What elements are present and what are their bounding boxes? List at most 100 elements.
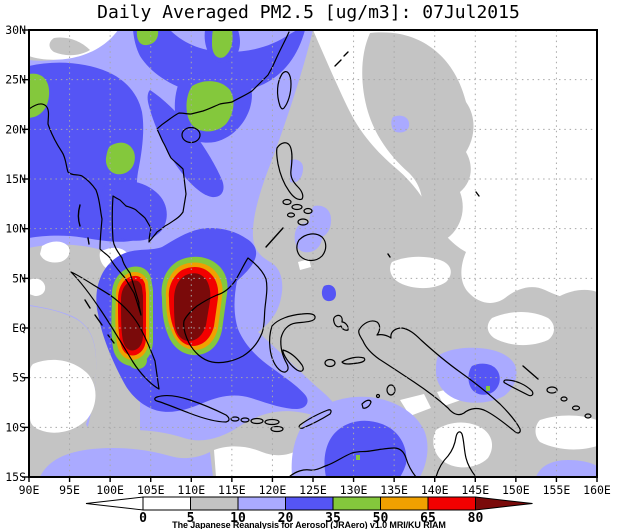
lon-tick-label: 95E bbox=[59, 483, 80, 497]
coastline-bougainville bbox=[546, 386, 558, 394]
lat-tick-label: 15N bbox=[5, 172, 26, 186]
lon-tick-label: 160E bbox=[583, 483, 611, 497]
coastline-new-britain bbox=[503, 379, 534, 397]
clean-region-coral-sea bbox=[487, 312, 554, 346]
coastline-sumatra bbox=[70, 271, 160, 390]
clean-patch-north-moluccas bbox=[390, 256, 451, 289]
colorbar-level-label: 10 bbox=[230, 511, 246, 526]
lon-tick-label: 100E bbox=[96, 483, 124, 497]
colorbar: 0 5 10 20 35 50 65 80 bbox=[85, 496, 533, 526]
coastline-sulawesi bbox=[269, 313, 316, 373]
coastline-mainland-asia bbox=[29, 31, 290, 316]
colorbar-level-label: 0 bbox=[139, 511, 147, 526]
blue-core-timor-sea bbox=[324, 420, 407, 477]
figure-title: Daily Averaged PM2.5 [ug/m3]: 07Jul2015 bbox=[97, 2, 520, 23]
blue-south-china-band bbox=[133, 30, 305, 95]
coastline-samar bbox=[291, 203, 303, 211]
clean-region-south-indonesia bbox=[214, 446, 300, 477]
colorbar-arrow-right bbox=[475, 496, 533, 511]
lon-tick-label: 140E bbox=[421, 483, 449, 497]
colorbar-segment bbox=[332, 496, 381, 511]
lon-tick-label: 135E bbox=[380, 483, 408, 497]
clean-region-southeast-corner bbox=[535, 415, 597, 450]
blue-philippines-east-bit bbox=[321, 284, 336, 302]
coastline-andaman bbox=[77, 204, 90, 245]
lat-tick-label: 15S bbox=[5, 470, 26, 484]
green-top-patch-1 bbox=[136, 30, 159, 46]
lav-patch-bottom-right bbox=[536, 460, 597, 477]
lon-tick-label: 115E bbox=[218, 483, 246, 497]
green-thailand-patch bbox=[105, 142, 135, 175]
lon-tick-label: 145E bbox=[461, 483, 489, 497]
coastline-panay bbox=[286, 212, 296, 218]
coastline-timor bbox=[298, 409, 332, 429]
hotspot-borneo bbox=[161, 256, 228, 356]
green-left-edge-patch bbox=[29, 73, 50, 118]
coastline-bohol bbox=[297, 218, 309, 226]
colorbar-segment bbox=[142, 496, 191, 511]
coastline-bali bbox=[230, 416, 240, 422]
lat-tick-label: 10S bbox=[5, 420, 26, 434]
hotspot-borneo-core bbox=[174, 273, 211, 341]
lat-tick-label: 25N bbox=[5, 73, 26, 87]
coastline-okinawa bbox=[334, 51, 349, 67]
coastline-taiwan bbox=[276, 71, 292, 110]
coastline-new-ireland bbox=[522, 365, 539, 380]
axis-layer: 90E 95E 100E 105E 110E 115E 120E 125E 130E 135E 14… bbox=[5, 23, 611, 497]
lon-tick-label: 105E bbox=[137, 483, 165, 497]
coastline-layer bbox=[29, 31, 592, 477]
colorbar-segment bbox=[380, 496, 429, 511]
green-top-patch-2 bbox=[212, 30, 233, 58]
lat-tick-label: 20N bbox=[5, 122, 26, 136]
clean-patch-nicobar bbox=[40, 241, 70, 263]
coastline-leyte bbox=[303, 207, 313, 215]
colorbar-level-label: 65 bbox=[420, 511, 436, 526]
lav-patch-visayas bbox=[294, 222, 323, 253]
colorbar-level-label: 20 bbox=[278, 511, 294, 526]
colorbar-level-label: 5 bbox=[187, 511, 195, 526]
colorbar-level-label: 35 bbox=[325, 511, 341, 526]
lav-patch-philippine-sea bbox=[391, 115, 410, 133]
lav-patch-luzon-east bbox=[290, 159, 304, 183]
coastline-solomon-3 bbox=[584, 413, 592, 419]
blue-core-new-guinea bbox=[468, 363, 500, 395]
coastline-australia bbox=[288, 431, 477, 477]
colorbar-segment bbox=[427, 496, 476, 511]
clean-patch-left-edge bbox=[29, 278, 46, 296]
lat-tick-label: 30N bbox=[5, 23, 26, 37]
colorbar-segment bbox=[190, 496, 239, 511]
coastline-halmahera bbox=[333, 314, 349, 331]
coastline-palau bbox=[387, 253, 391, 258]
coastline-tanimbar bbox=[361, 399, 372, 409]
lon-tick-label: 110E bbox=[177, 483, 205, 497]
coastline-lombok bbox=[240, 417, 250, 423]
lat-tick-label: EQ bbox=[12, 321, 26, 335]
coastline-borneo bbox=[183, 257, 268, 364]
blue-vietnam-tongue bbox=[147, 90, 224, 198]
lon-tick-label: 125E bbox=[299, 483, 327, 497]
colorbar-caption: The Japanese Reanalysis for Aerosol (JRA… bbox=[172, 520, 446, 529]
lon-tick-label: 150E bbox=[502, 483, 530, 497]
green-speck-timor bbox=[356, 455, 360, 460]
lon-tick-label: 130E bbox=[340, 483, 368, 497]
coastline-flores bbox=[264, 418, 280, 426]
colorbar-segment bbox=[237, 496, 286, 511]
coastline-mindanao bbox=[296, 233, 327, 262]
coastline-mentawai bbox=[84, 299, 115, 344]
coastline-java bbox=[154, 394, 230, 423]
coastline-seram bbox=[341, 356, 366, 365]
coastline-palawan bbox=[265, 227, 284, 248]
gray-patch-right-edge bbox=[557, 289, 597, 332]
colorbar-segment bbox=[285, 496, 334, 511]
coastline-new-guinea bbox=[358, 320, 521, 434]
lon-tick-label: 90E bbox=[19, 483, 40, 497]
coastline-sumbawa bbox=[250, 417, 264, 425]
lat-tick-label: 5S bbox=[12, 371, 26, 385]
coastline-sulawesi-se-arm bbox=[282, 349, 304, 372]
coastline-aru bbox=[386, 384, 396, 396]
lat-tick-label: 10N bbox=[5, 222, 26, 236]
colorbar-level-label: 50 bbox=[373, 511, 389, 526]
lav-strip-bottom-left bbox=[40, 447, 213, 477]
